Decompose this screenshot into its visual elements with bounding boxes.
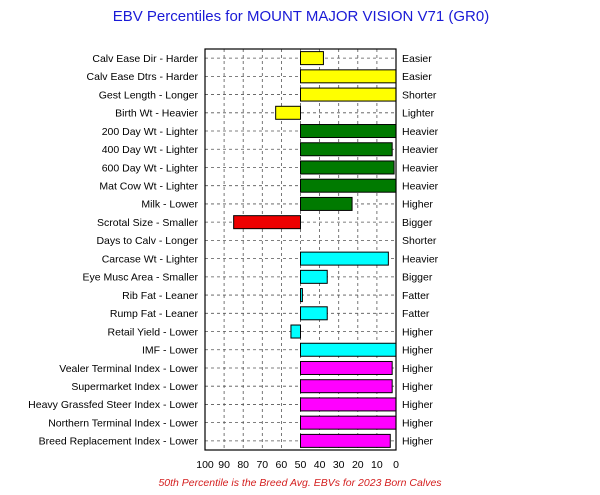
direction-label: Heavier [402, 181, 439, 193]
trait-label: Heavy Grassfed Steer Index - Lower [28, 399, 198, 411]
plot-frame [204, 48, 397, 451]
bar [300, 397, 397, 412]
trait-label: Eye Musc Area - Smaller [82, 272, 198, 284]
trait-label: Birth Wt - Heavier [115, 108, 198, 120]
bar [300, 178, 397, 193]
direction-label: Higher [402, 345, 433, 357]
chart-bars [233, 51, 397, 448]
bar [275, 105, 302, 120]
direction-label: Fatter [402, 308, 430, 320]
trait-label: 200 Day Wt - Lighter [102, 126, 199, 138]
direction-label: Higher [402, 326, 433, 338]
bar [300, 379, 393, 394]
chart-title: EBV Percentiles for MOUNT MAJOR VISION V… [113, 8, 489, 25]
direction-label: Higher [402, 363, 433, 375]
trait-label: Retail Yield - Lower [108, 326, 199, 338]
direction-label: Heavier [402, 144, 439, 156]
trait-label: 600 Day Wt - Lighter [102, 162, 199, 174]
trait-label: Days to Calv - Longer [96, 235, 198, 247]
bar [300, 342, 397, 357]
direction-label: Shorter [402, 235, 437, 247]
bar [290, 324, 302, 339]
bar [300, 269, 328, 284]
direction-label: Higher [402, 399, 433, 411]
trait-label: Mat Cow Wt - Lighter [99, 181, 198, 193]
x-tick-label: 10 [371, 459, 383, 471]
trait-label: 400 Day Wt - Lighter [102, 144, 199, 156]
bar [300, 433, 391, 448]
x-tick-label: 100 [196, 459, 214, 471]
x-tick-label: 60 [276, 459, 288, 471]
direction-label: Higher [402, 436, 433, 448]
bar [233, 215, 301, 230]
direction-labels: Easier Easier Shorter Lighter Heavier Heavier… [402, 53, 439, 448]
bar [300, 124, 397, 139]
trait-label: Rump Fat - Leaner [110, 308, 199, 320]
trait-label: Gest Length - Longer [99, 89, 199, 101]
trait-label: Rib Fat - Leaner [122, 290, 198, 302]
x-tick-label: 50 [295, 459, 307, 471]
trait-labels: Calv Ease Dir - Harder Calv Ease Dtrs - H… [28, 53, 198, 448]
trait-label: Scrotal Size - Smaller [97, 217, 198, 229]
direction-label: Heavier [402, 253, 439, 265]
bar [300, 196, 353, 211]
x-tick-label: 80 [237, 459, 249, 471]
direction-label: Easier [402, 53, 432, 65]
x-tick-label: 70 [256, 459, 268, 471]
trait-label: IMF - Lower [142, 345, 199, 357]
direction-label: Fatter [402, 290, 430, 302]
trait-label: Northern Terminal Index - Lower [48, 417, 198, 429]
x-tick-label: 0 [393, 459, 399, 471]
bar [300, 142, 393, 157]
x-axis-ticks: 100 90 80 70 60 50 40 30 20 10 0 [196, 459, 399, 471]
direction-label: Bigger [402, 217, 433, 229]
trait-label: Breed Replacement Index - Lower [39, 436, 199, 448]
x-tick-label: 40 [314, 459, 326, 471]
bar [300, 87, 397, 102]
bar [300, 288, 303, 303]
direction-label: Higher [402, 417, 433, 429]
bar [300, 160, 395, 175]
direction-label: Easier [402, 71, 432, 83]
direction-label: Shorter [402, 89, 437, 101]
bar [300, 360, 393, 375]
direction-label: Bigger [402, 272, 433, 284]
bar [300, 415, 397, 430]
direction-label: Higher [402, 199, 433, 211]
trait-label: Supermarket Index - Lower [71, 381, 198, 393]
direction-label: Higher [402, 381, 433, 393]
direction-label: Lighter [402, 108, 435, 120]
x-tick-label: 90 [218, 459, 230, 471]
bar [300, 69, 397, 84]
bar [300, 51, 324, 66]
x-tick-label: 30 [333, 459, 345, 471]
chart-footnote: 50th Percentile is the Breed Avg. EBVs f… [158, 477, 442, 489]
bar [300, 306, 328, 321]
trait-label: Calv Ease Dtrs - Harder [87, 71, 199, 83]
trait-label: Milk - Lower [141, 199, 198, 211]
direction-label: Heavier [402, 162, 439, 174]
bar [300, 251, 389, 266]
direction-label: Heavier [402, 126, 439, 138]
trait-label: Carcase Wt - Lighter [102, 253, 199, 265]
trait-label: Vealer Terminal Index - Lower [59, 363, 198, 375]
x-tick-label: 20 [352, 459, 364, 471]
trait-label: Calv Ease Dir - Harder [92, 53, 198, 65]
